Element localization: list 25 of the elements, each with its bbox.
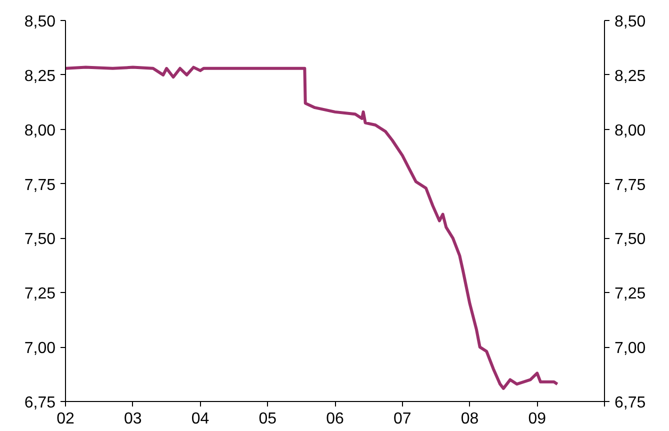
x-tick-label: 08 [460,410,479,428]
y2-tick-label: 8,50 [614,14,646,30]
y-tick-label: 7,25 [24,286,56,303]
y-tick-label: 7,50 [24,231,56,248]
y2-tick-label: 7,50 [614,231,646,248]
x-tick-label: 07 [393,410,412,428]
y2-tick-label: 8,25 [614,68,646,85]
y-tick-label: 8,50 [24,14,56,30]
x-tick-label: 06 [326,410,344,428]
x-tick-label: 03 [124,410,142,428]
y-tick-label: 8,25 [24,68,56,85]
y2-tick-label: 6,75 [614,394,646,412]
y-tick-label: 6,75 [24,394,56,412]
x-tick-label: 04 [191,410,210,428]
y-tick-label: 7,00 [24,340,56,358]
y2-tick-label: 8,00 [614,122,646,140]
x-tick-label: 09 [528,410,546,428]
x-tick-label: 05 [258,410,277,428]
y2-tick-label: 7,25 [614,286,646,303]
line-series [66,66,559,390]
y2-tick-label: 7,00 [614,340,646,358]
x-tick-label: 02 [56,410,74,428]
y2-tick-label: 7,75 [614,176,646,194]
y-tick-label: 7,75 [24,176,56,194]
y-tick-label: 8,00 [24,122,56,140]
